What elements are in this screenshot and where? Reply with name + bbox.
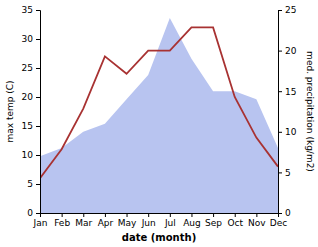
tick-label: 0 (285, 208, 291, 218)
tick-mark (36, 155, 40, 156)
tick-label: May (118, 218, 137, 228)
y2-tick: 10 (278, 127, 297, 137)
y-tick: 10 (22, 150, 40, 160)
y-tick: 30 (22, 34, 40, 44)
tick-label: 15 (285, 87, 296, 97)
tick-mark (148, 213, 149, 217)
tick-label: Mar (75, 218, 92, 228)
x-tick: Jul (164, 213, 176, 228)
tick-mark (278, 132, 282, 133)
y-tick: 5 (27, 179, 40, 189)
tick-mark (278, 51, 282, 52)
y-tick: 20 (22, 92, 40, 102)
tick-mark (105, 213, 106, 217)
x-tick: Aug (183, 213, 201, 228)
y-axis: 0 5 10 15 20 25 30 35 (22, 5, 41, 218)
chart: JanFebMarAprMayJunJulAugSepOctNovDec0510… (0, 0, 318, 247)
tick-label: 20 (285, 46, 297, 56)
tick-mark (170, 213, 171, 217)
x-tick: Sep (205, 213, 222, 228)
x-axis: Jan Feb Mar Apr May Jun Jul Aug Sep Oct Nov Dec (33, 213, 288, 228)
tick-label: Dec (270, 218, 287, 228)
tick-mark (36, 126, 40, 127)
y-tick: 25 (22, 63, 40, 73)
tick-label: Jul (164, 218, 176, 228)
x-tick: Feb (54, 213, 70, 228)
tick-label: 10 (285, 127, 297, 137)
temperature-line (40, 27, 278, 178)
tick-label: 0 (27, 208, 33, 218)
y2-tick: 20 (278, 46, 297, 56)
x-tick: Mar (75, 213, 92, 228)
tick-label: 5 (285, 168, 291, 178)
tick-label: Jun (141, 218, 156, 228)
tick-label: Oct (227, 218, 243, 228)
x-tick: Nov (248, 213, 266, 228)
tick-mark (36, 213, 40, 214)
tick-mark (256, 213, 257, 217)
x-tick: Jun (141, 213, 156, 228)
tick-mark (191, 213, 192, 217)
y2-tick: 5 (278, 168, 291, 178)
tick-label: Nov (248, 218, 266, 228)
tick-label: 20 (22, 92, 34, 102)
tick-mark (36, 39, 40, 40)
tick-label: Sep (205, 218, 222, 228)
y2-tick: 0 (278, 208, 291, 218)
y2-axis: 0 5 10 15 20 25 (278, 5, 297, 218)
tick-label: 10 (22, 150, 34, 160)
tick-mark (83, 213, 84, 217)
tick-mark (278, 172, 282, 173)
axis-line (36, 11, 41, 214)
tick-label: 25 (285, 5, 296, 15)
tick-label: Feb (54, 218, 70, 228)
tick-label: 5 (27, 179, 33, 189)
x-axis-title: date (month) (122, 232, 196, 243)
tick-mark (127, 213, 128, 217)
y2-tick: 25 (278, 5, 296, 15)
tick-label: 15 (22, 121, 33, 131)
precipitation-area (40, 18, 278, 213)
tick-mark (235, 213, 236, 217)
tick-mark (213, 213, 214, 217)
tick-mark (278, 213, 282, 214)
axis-line (279, 11, 283, 214)
x-tick: May (118, 213, 137, 228)
y-tick: 35 (22, 5, 40, 15)
x-tick: Jan (33, 213, 48, 228)
tick-mark (62, 213, 63, 217)
tick-label: 25 (22, 63, 33, 73)
tick-mark (36, 97, 40, 98)
x-tick: Oct (227, 213, 243, 228)
y-tick: 0 (27, 208, 40, 218)
tick-mark (36, 184, 40, 185)
y2-tick: 15 (278, 87, 296, 97)
y2-axis-title: med. precipitation (kg/m2) (305, 51, 315, 172)
x-tick: Apr (98, 213, 114, 228)
tick-label: Jan (33, 218, 48, 228)
tick-label: 30 (22, 34, 34, 44)
tick-mark (36, 10, 40, 11)
y-tick: 15 (22, 121, 40, 131)
tick-label: Aug (183, 218, 201, 228)
plot-area (40, 18, 278, 213)
tick-label: Apr (98, 218, 114, 228)
tick-label: 35 (22, 5, 33, 15)
y-axis-title: max temp (C) (5, 80, 15, 142)
axis-line (41, 214, 279, 218)
tick-mark (278, 10, 282, 11)
tick-mark (36, 68, 40, 69)
tick-mark (278, 91, 282, 92)
